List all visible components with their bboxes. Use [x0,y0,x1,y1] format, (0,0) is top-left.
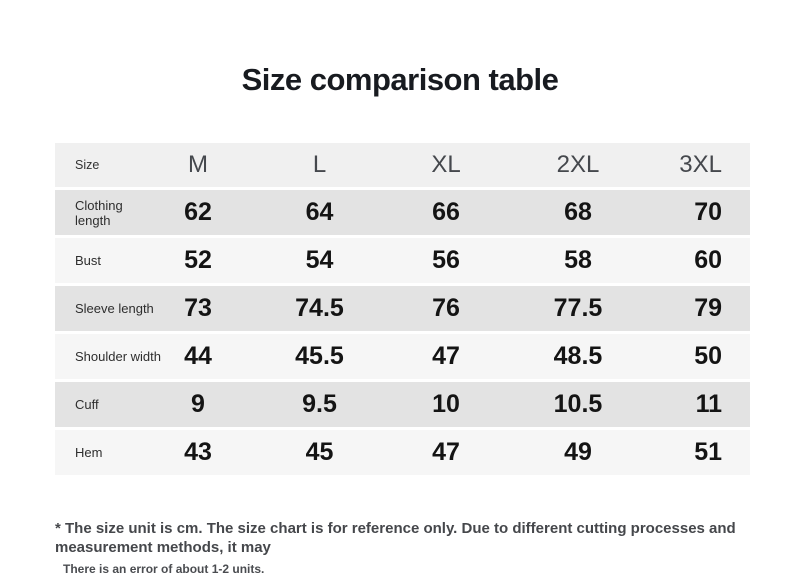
cell-value: 44 [139,334,257,379]
cell-value: 9.5 [257,382,382,427]
row-label: Hem [55,430,139,475]
row-label: Sleeve length [55,286,154,331]
cell-value: 68 [510,190,646,235]
cell-value: 58 [510,238,646,283]
table-row-clothing-length: Clothing length 62 64 66 68 70 [55,190,750,235]
row-label: Shoulder width [55,334,161,379]
cell-value: 73 [139,286,257,331]
column-header-size: Size [55,143,139,187]
cell-value: 47 [382,430,510,475]
size-comparison-table: Size M L XL 2XL 3XL Clothing length 62 6… [55,140,750,478]
cell-value: 45.5 [257,334,382,379]
column-header-m: M [139,143,257,187]
cell-value: 45 [257,430,382,475]
footnote-small-line: There is an error of about 1-2 units. [63,562,265,576]
cell-value: 77.5 [510,286,646,331]
cell-value: 9 [139,382,257,427]
cell-value: 74.5 [257,286,382,331]
column-header-l: L [257,143,382,187]
column-header-xl: XL [382,143,510,187]
footnote: * The size unit is cm. The size chart is… [55,520,755,576]
page-title: Size comparison table [241,62,559,97]
cell-value: 56 [382,238,510,283]
cell-value: 47 [382,334,510,379]
table-row-shoulder-width: Shoulder width 44 45.5 47 48.5 50 [55,334,750,379]
cell-value: 70 [646,190,750,235]
footnote-line-2: measurement methods, it may [55,538,271,556]
table-row-cuff: Cuff 9 9.5 10 10.5 11 [55,382,750,427]
table-header-row: Size M L XL 2XL 3XL [55,143,750,187]
cell-value: 52 [139,238,257,283]
table-row-hem: Hem 43 45 47 49 51 [55,430,750,475]
cell-value: 54 [257,238,382,283]
table-row-sleeve-length: Sleeve length 73 74.5 76 77.5 79 [55,286,750,331]
row-label: Clothing length [55,190,139,235]
cell-value: 43 [139,430,257,475]
cell-value: 50 [646,334,750,379]
cell-value: 79 [646,286,750,331]
cell-value: 76 [382,286,510,331]
column-header-3xl: 3XL [646,143,750,187]
cell-value: 10 [382,382,510,427]
column-header-2xl: 2XL [510,143,646,187]
cell-value: 10.5 [510,382,646,427]
row-label: Cuff [55,382,139,427]
cell-value: 62 [139,190,257,235]
cell-value: 64 [257,190,382,235]
cell-value: 48.5 [510,334,646,379]
row-label: Bust [55,238,139,283]
cell-value: 66 [382,190,510,235]
cell-value: 60 [646,238,750,283]
footnote-line-1: * The size unit is cm. The size chart is… [55,520,736,537]
table-row-bust: Bust 52 54 56 58 60 [55,238,750,283]
cell-value: 51 [646,430,750,475]
cell-value: 49 [510,430,646,475]
cell-value: 11 [646,382,750,427]
